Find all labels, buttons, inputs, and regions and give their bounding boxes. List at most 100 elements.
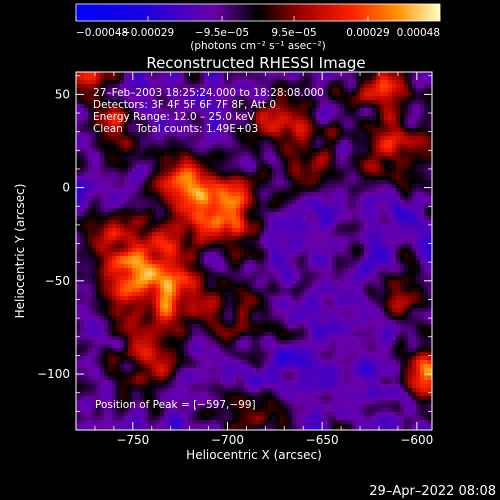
heatmap-cell bbox=[276, 124, 281, 129]
heatmap-cell bbox=[392, 160, 397, 165]
heatmap-cell bbox=[376, 176, 381, 181]
heatmap-cell bbox=[412, 152, 417, 157]
heatmap-cell bbox=[128, 184, 133, 189]
heatmap-cell bbox=[172, 84, 177, 89]
heatmap-cell bbox=[196, 256, 201, 261]
heatmap-cell bbox=[136, 144, 141, 149]
heatmap-cell bbox=[424, 104, 429, 109]
heatmap-cell bbox=[108, 120, 113, 125]
heatmap-cell bbox=[156, 152, 161, 157]
heatmap-cell bbox=[240, 292, 245, 297]
heatmap-cell bbox=[96, 100, 101, 105]
heatmap-cell bbox=[416, 200, 421, 205]
heatmap-cell bbox=[404, 116, 409, 121]
heatmap-cell bbox=[196, 272, 201, 277]
heatmap-cell bbox=[416, 280, 421, 285]
heatmap-cell bbox=[108, 124, 113, 129]
heatmap-cell bbox=[408, 204, 413, 209]
heatmap-cell bbox=[124, 208, 129, 213]
heatmap-cell bbox=[88, 220, 93, 225]
heatmap-cell bbox=[304, 228, 309, 233]
heatmap-cell bbox=[200, 292, 205, 297]
heatmap-cell bbox=[252, 136, 257, 141]
heatmap-cell bbox=[412, 272, 417, 277]
heatmap-cell bbox=[156, 132, 161, 137]
heatmap-cell bbox=[212, 80, 217, 85]
heatmap-cell bbox=[332, 268, 337, 273]
heatmap-cell bbox=[132, 268, 137, 273]
heatmap-cell bbox=[320, 268, 325, 273]
heatmap-cell bbox=[88, 164, 93, 169]
heatmap-cell bbox=[220, 260, 225, 265]
heatmap-cell bbox=[100, 132, 105, 137]
heatmap-cell bbox=[84, 188, 89, 193]
heatmap-cell bbox=[284, 192, 289, 197]
heatmap-cell bbox=[108, 156, 113, 161]
heatmap-cell bbox=[128, 268, 133, 273]
heatmap-cell bbox=[160, 84, 165, 89]
heatmap-cell bbox=[156, 276, 161, 281]
heatmap-cell bbox=[368, 292, 373, 297]
heatmap-cell bbox=[332, 164, 337, 169]
heatmap-cell bbox=[312, 152, 317, 157]
heatmap-cell bbox=[416, 84, 421, 89]
heatmap-cell bbox=[360, 252, 365, 257]
heatmap-cell bbox=[384, 124, 389, 129]
heatmap-cell bbox=[244, 96, 249, 101]
heatmap-cell bbox=[152, 256, 157, 261]
heatmap-cell bbox=[408, 96, 413, 101]
heatmap-cell bbox=[308, 232, 313, 237]
heatmap-cell bbox=[148, 104, 153, 109]
heatmap-cell bbox=[408, 236, 413, 241]
heatmap-cell bbox=[392, 200, 397, 205]
heatmap-cell bbox=[368, 80, 373, 85]
heatmap-cell bbox=[312, 136, 317, 141]
heatmap-cell bbox=[356, 200, 361, 205]
heatmap-cell bbox=[332, 156, 337, 161]
heatmap-cell bbox=[376, 164, 381, 169]
heatmap-cell bbox=[268, 172, 273, 177]
heatmap-cell bbox=[180, 132, 185, 137]
heatmap-cell bbox=[340, 92, 345, 97]
heatmap-cell bbox=[388, 164, 393, 169]
heatmap-cell bbox=[188, 244, 193, 249]
heatmap-cell bbox=[172, 92, 177, 97]
heatmap-cell bbox=[108, 164, 113, 169]
heatmap-cell bbox=[228, 92, 233, 97]
heatmap-cell bbox=[388, 72, 393, 77]
heatmap-cell bbox=[280, 272, 285, 277]
heatmap-cell bbox=[164, 76, 169, 81]
heatmap-cell bbox=[96, 108, 101, 113]
heatmap-cell bbox=[244, 80, 249, 85]
heatmap-cell bbox=[380, 188, 385, 193]
heatmap-cell bbox=[108, 268, 113, 273]
heatmap-cell bbox=[280, 84, 285, 89]
heatmap-cell bbox=[344, 240, 349, 245]
heatmap-cell bbox=[88, 184, 93, 189]
heatmap-cell bbox=[300, 268, 305, 273]
heatmap-cell bbox=[220, 136, 225, 141]
heatmap-cell bbox=[180, 112, 185, 117]
heatmap-cell bbox=[84, 220, 89, 225]
heatmap-cell bbox=[296, 76, 301, 81]
heatmap-cell bbox=[200, 144, 205, 149]
heatmap-cell bbox=[124, 160, 129, 165]
heatmap-cell bbox=[276, 280, 281, 285]
heatmap-cell bbox=[136, 280, 141, 285]
heatmap-cell bbox=[356, 256, 361, 261]
heatmap-cell bbox=[312, 72, 317, 77]
heatmap-cell bbox=[132, 240, 137, 245]
heatmap-cell bbox=[344, 144, 349, 149]
heatmap-cell bbox=[284, 208, 289, 213]
heatmap-cell bbox=[172, 100, 177, 105]
heatmap-cell bbox=[236, 220, 241, 225]
heatmap-cell bbox=[196, 292, 201, 297]
heatmap-cell bbox=[84, 144, 89, 149]
heatmap-cell bbox=[168, 244, 173, 249]
heatmap-cell bbox=[220, 104, 225, 109]
heatmap-cell bbox=[240, 200, 245, 205]
heatmap-cell bbox=[332, 216, 337, 221]
heatmap-cell bbox=[420, 228, 425, 233]
heatmap-cell bbox=[144, 204, 149, 209]
heatmap-cell bbox=[148, 204, 153, 209]
